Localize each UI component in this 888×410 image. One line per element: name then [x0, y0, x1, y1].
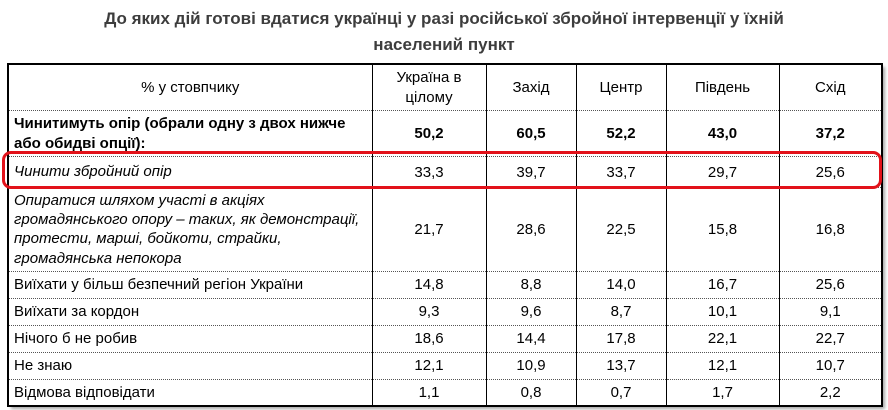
table-row: Опиратися шляхом участі в акціях громадя… [7, 187, 882, 272]
cell-value: 12,1 [371, 351, 486, 380]
cell-value: 60,5 [485, 110, 576, 157]
cell-value: 10,7 [778, 351, 882, 380]
cell-value: 22,5 [575, 187, 666, 272]
row-label: Чинитимуть опір (обрали одну з двох нижч… [7, 110, 372, 157]
cell-value: 8,8 [485, 270, 576, 299]
row-label: Не знаю [7, 351, 372, 380]
table-row: Чинитимуть опір (обрали одну з двох нижч… [7, 110, 882, 157]
cell-value: 9,1 [778, 297, 882, 326]
column-header: Захід [485, 64, 576, 111]
survey-table: % у стовпчику Україна в цілому Захід Центр П… [7, 63, 883, 408]
cell-value: 29,7 [665, 156, 779, 188]
cell-value: 33,7 [575, 156, 666, 188]
cell-value: 18,6 [371, 324, 486, 353]
cell-value: 39,7 [485, 156, 576, 188]
cell-value: 10,9 [485, 351, 576, 380]
row-label: Виїхати у більш безпечний регіон України [7, 270, 372, 299]
cell-value: 37,2 [778, 110, 882, 157]
cell-value: 1,1 [371, 378, 486, 407]
cell-value: 16,8 [778, 187, 882, 272]
cell-value: 9,6 [485, 297, 576, 326]
row-label: Нічого б не робив [7, 324, 372, 353]
cell-value: 1,7 [665, 378, 779, 407]
cell-value: 28,6 [485, 187, 576, 272]
cell-value: 22,1 [665, 324, 779, 353]
cell-value: 33,3 [371, 156, 486, 188]
table-row: Виїхати за кордон 9,3 9,6 8,7 10,1 9,1 [7, 297, 882, 326]
page-title: До яких дій готові вдатися українці у ра… [104, 9, 784, 55]
cell-value: 12,1 [665, 351, 779, 380]
cell-value: 2,2 [778, 378, 882, 407]
cell-value: 43,0 [665, 110, 779, 157]
table-row: Не знаю 12,1 10,9 13,7 12,1 10,7 [7, 351, 882, 380]
cell-value: 25,6 [778, 156, 882, 188]
cell-value: 25,6 [778, 270, 882, 299]
cell-value: 15,8 [665, 187, 779, 272]
cell-value: 13,7 [575, 351, 666, 380]
table-body: Чинитимуть опір (обрали одну з двох нижч… [7, 110, 882, 407]
table-row: Чинити збройний опір 33,3 39,7 33,7 29,7 25,6 [7, 156, 882, 188]
column-header: Південь [665, 64, 779, 111]
cell-value: 8,7 [575, 297, 666, 326]
cell-value: 16,7 [665, 270, 779, 299]
table-row: Відмова відповідати 1,1 0,8 0,7 1,7 2,2 [7, 378, 882, 407]
cell-value: 50,2 [371, 110, 486, 157]
cell-value: 0,7 [575, 378, 666, 407]
table-row: Нічого б не робив 18,6 14,4 17,8 22,1 22,7 [7, 324, 882, 353]
corner-header: % у стовпчику [7, 64, 372, 111]
row-label: Чинити збройний опір [7, 156, 372, 188]
cell-value: 9,3 [371, 297, 486, 326]
cell-value: 14,4 [485, 324, 576, 353]
cell-value: 17,8 [575, 324, 666, 353]
table-row: Виїхати у більш безпечний регіон України… [7, 270, 882, 299]
cell-value: 52,2 [575, 110, 666, 157]
column-header: Центр [575, 64, 666, 111]
row-label: Опиратися шляхом участі в акціях громадя… [7, 187, 372, 272]
row-label: Виїхати за кордон [7, 297, 372, 326]
cell-value: 22,7 [778, 324, 882, 353]
cell-value: 14,8 [371, 270, 486, 299]
cell-value: 14,0 [575, 270, 666, 299]
column-header: Україна в цілому [371, 64, 486, 111]
row-label: Відмова відповідати [7, 378, 372, 407]
column-header: Схід [778, 64, 882, 111]
header-row: % у стовпчику Україна в цілому Захід Центр П… [7, 64, 882, 111]
cell-value: 10,1 [665, 297, 779, 326]
cell-value: 0,8 [485, 378, 576, 407]
cell-value: 21,7 [371, 187, 486, 272]
